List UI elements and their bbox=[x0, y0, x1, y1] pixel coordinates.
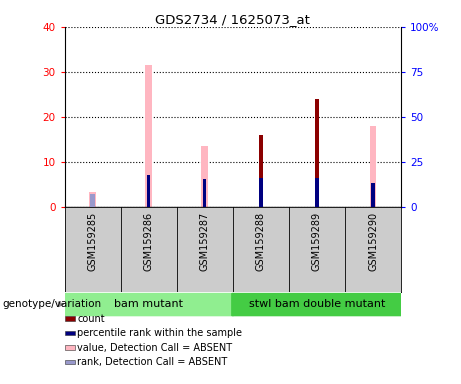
Bar bbox=[372, 183, 375, 207]
Text: GSM159288: GSM159288 bbox=[256, 212, 266, 271]
Bar bbox=[201, 146, 208, 207]
Text: GSM159286: GSM159286 bbox=[144, 212, 154, 271]
Bar bbox=[259, 135, 262, 207]
Bar bbox=[145, 65, 152, 207]
Text: GSM159289: GSM159289 bbox=[312, 212, 322, 271]
Text: stwl bam double mutant: stwl bam double mutant bbox=[249, 299, 385, 309]
Bar bbox=[370, 126, 376, 207]
Bar bbox=[147, 175, 150, 207]
Text: GSM159285: GSM159285 bbox=[88, 212, 98, 271]
Text: value, Detection Call = ABSENT: value, Detection Call = ABSENT bbox=[77, 343, 232, 353]
Title: GDS2734 / 1625073_at: GDS2734 / 1625073_at bbox=[155, 13, 310, 26]
FancyBboxPatch shape bbox=[231, 293, 403, 316]
Bar bbox=[315, 99, 319, 207]
Text: rank, Detection Call = ABSENT: rank, Detection Call = ABSENT bbox=[77, 358, 228, 367]
Text: genotype/variation: genotype/variation bbox=[2, 299, 101, 310]
Text: percentile rank within the sample: percentile rank within the sample bbox=[77, 328, 242, 338]
FancyBboxPatch shape bbox=[63, 293, 235, 316]
Bar bbox=[259, 177, 262, 207]
Bar bbox=[315, 179, 319, 207]
Text: GSM159287: GSM159287 bbox=[200, 212, 210, 271]
Text: count: count bbox=[77, 314, 105, 324]
Text: GSM159290: GSM159290 bbox=[368, 212, 378, 271]
Bar bbox=[203, 179, 207, 207]
Bar bbox=[89, 192, 96, 207]
Bar bbox=[90, 194, 95, 207]
Text: bam mutant: bam mutant bbox=[114, 299, 183, 309]
